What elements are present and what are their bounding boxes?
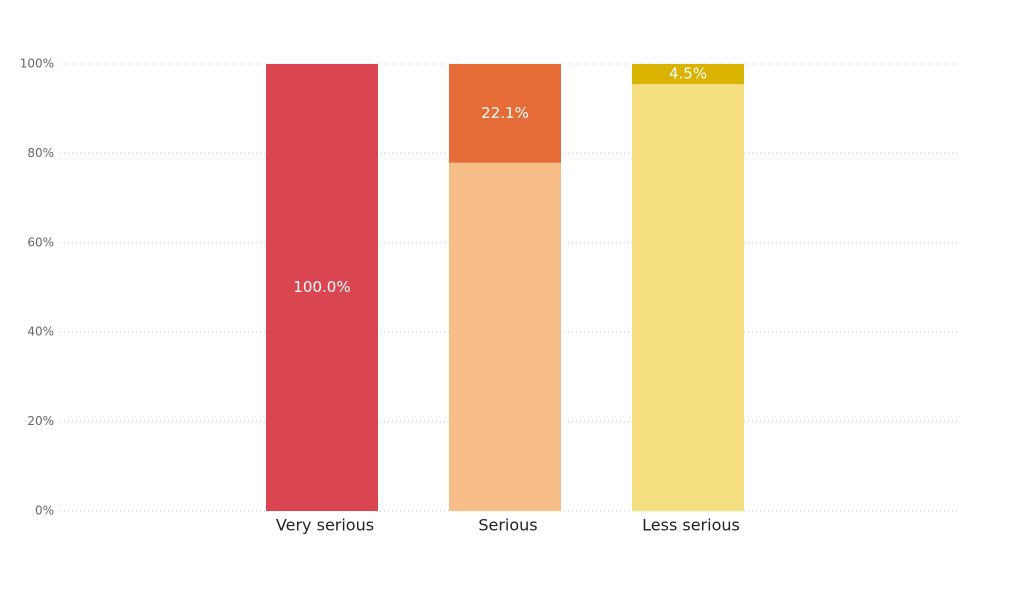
bar-segment	[449, 64, 561, 163]
bar-segment	[449, 162, 561, 512]
value-label: 22.1%	[481, 104, 529, 122]
y-tick-label: 40%	[27, 325, 54, 339]
y-tick-label: 100%	[20, 57, 54, 71]
y-tick-label: 60%	[27, 235, 54, 249]
y-tick-label: 20%	[27, 414, 54, 428]
bar-segment	[632, 64, 744, 85]
y-tick-label: 0%	[35, 504, 54, 518]
value-label: 100.0%	[293, 278, 350, 296]
bar-segment	[632, 84, 744, 512]
y-tick-label: 80%	[27, 146, 54, 160]
value-label: 4.5%	[669, 65, 707, 83]
x-tick-label: Very serious	[276, 516, 374, 535]
x-tick-label: Serious	[478, 516, 537, 535]
x-tick-label: Less serious	[642, 516, 740, 535]
bar-segment	[266, 64, 378, 511]
